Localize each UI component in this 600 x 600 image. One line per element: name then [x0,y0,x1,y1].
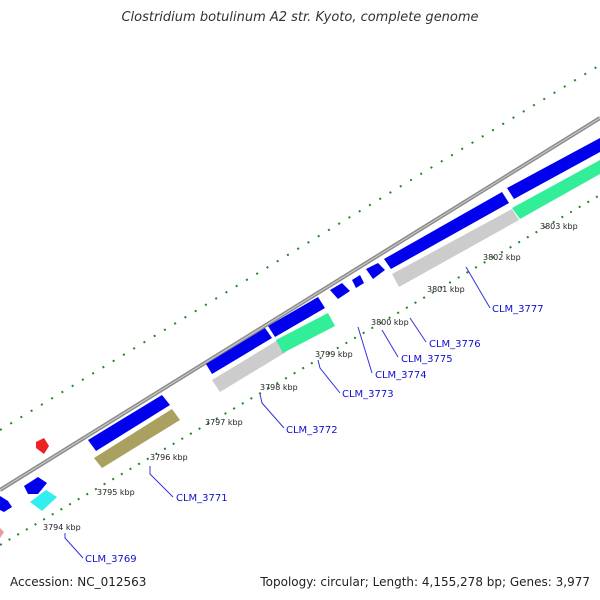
cds-feature [352,275,364,288]
map-title: Clostridium botulinum A2 str. Kyoto, com… [121,10,479,25]
gene-label: CLM_3774 [375,370,427,381]
cds-feature-olive [94,409,180,468]
genome-backbone-inner [0,117,600,491]
cds-feature [206,328,272,374]
tick-label: 3800 kbp [371,318,409,327]
tick-label: 3796 kbp [150,453,188,462]
tick-label: 3803 kbp [540,222,578,231]
tick-label: 3797 kbp [205,418,243,427]
tick-label: 3801 kbp [427,285,465,294]
gene-label: CLM_3771 [176,493,228,504]
gene-label-leader [357,326,373,374]
cds-feature-green [512,160,600,219]
cds-feature [330,283,350,299]
cds-feature [366,263,385,279]
tick-label: 3798 kbp [260,383,298,392]
cds-feature-gray [212,340,286,392]
gene-label: CLM_3773 [342,389,394,400]
cds-feature [88,395,170,451]
cds-feature-green [276,313,335,353]
gene-label: CLM_3777 [492,304,544,315]
cds-feature-gray [392,209,519,287]
cds-feature-cyan [30,490,57,511]
gene-label: CLM_3776 [429,339,481,350]
gene-label-leader [64,533,84,559]
cds-feature [0,496,12,512]
gene-label-leader [465,266,491,309]
rna-feature [36,438,49,454]
rna-feature [0,528,4,538]
cds-feature [268,297,325,337]
gene-label: CLM_3772 [286,425,338,436]
tick-label: 3799 kbp [315,350,353,359]
genome-summary: Topology: circular; Length: 4,155,278 bp… [260,575,590,589]
tick-label: 3795 kbp [97,488,135,497]
cds-feature [384,192,509,269]
gene-label-leader [381,329,399,358]
accession-text: Accession: NC_012563 [10,575,147,589]
gene-label: CLM_3769 [85,554,137,565]
tick-label: 3794 kbp [43,523,81,532]
gene-label-leader [409,317,427,343]
gene-label-leader [317,359,341,394]
inner-dotted-track [0,194,600,546]
gene-label-leader [259,393,285,429]
cds-feature [24,477,47,494]
cds-feature [507,138,600,199]
gene-label-leader [149,466,174,498]
tick-label: 3802 kbp [483,253,521,262]
gene-label: CLM_3775 [401,354,453,365]
